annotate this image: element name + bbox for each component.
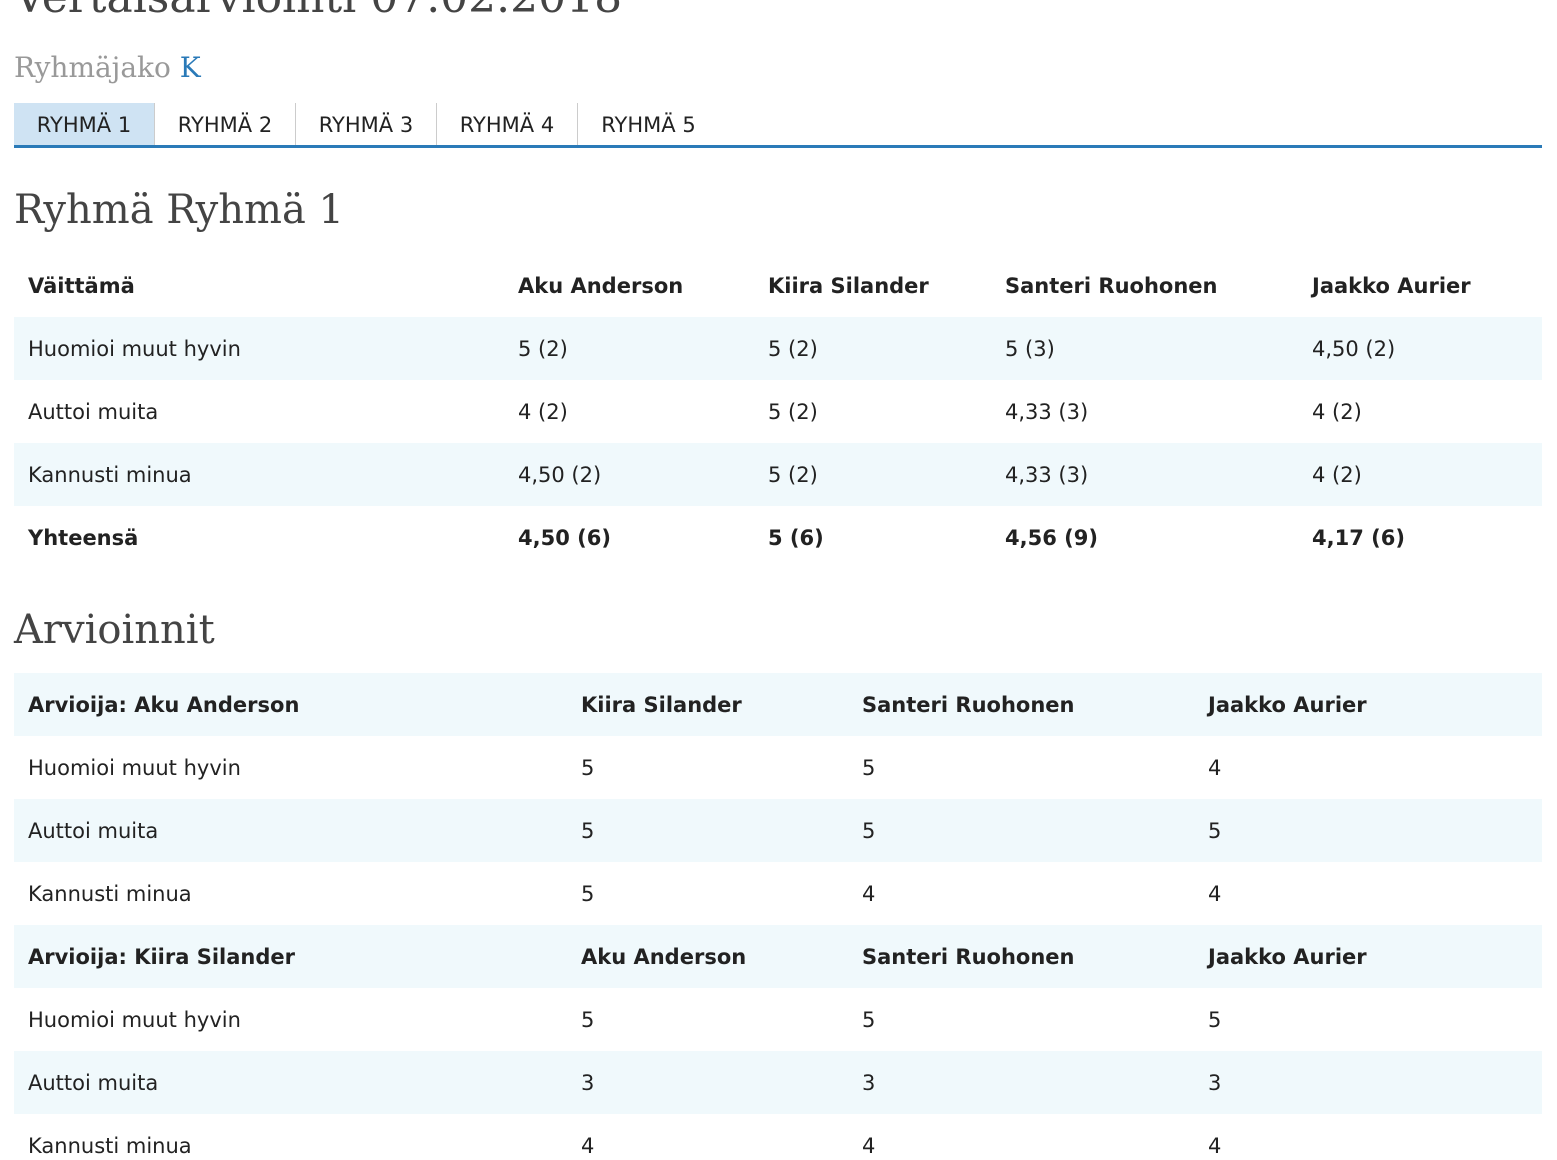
table-row: Huomioi muut hyvin 5 5 5 bbox=[14, 988, 1542, 1051]
evaluations-table: Arvioija: Aku Anderson Kiira Silander Sant… bbox=[14, 673, 1542, 1160]
table-cell: 4 bbox=[862, 1133, 876, 1158]
tab[interactable]: RYHMÄ 3 bbox=[296, 103, 437, 145]
table-row: Arvioija: Aku Anderson Kiira Silander Sant… bbox=[14, 673, 1542, 736]
table-row: Arvioija: Kiira Silander Aku Anderson Sant… bbox=[14, 925, 1542, 988]
table-row: Kannusti minua 5 4 4 bbox=[14, 862, 1542, 925]
table-cell: 5 bbox=[581, 1007, 595, 1032]
header-cell: Aku Anderson bbox=[581, 944, 747, 969]
header-cell: Santeri Ruohonen bbox=[1005, 273, 1218, 298]
table-cell: Huomioi muut hyvin bbox=[28, 755, 241, 780]
header-cell: Jaakko Aurier bbox=[1208, 944, 1367, 969]
header-cell: Kiira Silander bbox=[768, 273, 929, 298]
table-cell: Auttoi muita bbox=[28, 818, 159, 843]
summary-table: Väittämä Aku Anderson Kiira Silander Santer… bbox=[14, 254, 1542, 569]
header-cell: Jaakko Aurier bbox=[1312, 273, 1471, 298]
table-cell: Kannusti minua bbox=[28, 462, 192, 487]
table-cell: 4 bbox=[862, 881, 876, 906]
table-cell: 4,33 (3) bbox=[1005, 462, 1089, 487]
table-cell: 3 bbox=[581, 1070, 595, 1095]
table-cell: 3 bbox=[862, 1070, 876, 1095]
table-cell: 4,50 (2) bbox=[518, 462, 602, 487]
table-cell: Auttoi muita bbox=[28, 399, 159, 424]
table-cell: Huomioi muut hyvin bbox=[28, 336, 241, 361]
table-cell: Huomioi muut hyvin bbox=[28, 1007, 241, 1032]
header-cell: Santeri Ruohonen bbox=[862, 944, 1075, 969]
tab[interactable]: RYHMÄ 4 bbox=[437, 103, 578, 145]
table-cell: 5 bbox=[862, 755, 876, 780]
tab[interactable]: RYHMÄ 5 bbox=[601, 113, 696, 137]
header-cell: Arvioija: Aku Anderson bbox=[28, 692, 300, 717]
tab-bar: RYHMÄ 1 RYHMÄ 2 RYHMÄ 3 RYHMÄ 4 RYHMÄ 5 bbox=[14, 103, 1542, 148]
tab[interactable]: RYHMÄ 2 bbox=[155, 103, 296, 145]
table-cell: 5 bbox=[581, 818, 595, 843]
page-title: Vertaisarviointi 07.02.2018 bbox=[14, 0, 622, 26]
table-cell: 5 bbox=[1208, 1007, 1222, 1032]
table-cell: Kannusti minua bbox=[28, 1133, 192, 1158]
table-cell: 4,56 (9) bbox=[1005, 525, 1098, 550]
table-row: Huomioi muut hyvin 5 5 4 bbox=[14, 736, 1542, 799]
table-cell: 4 bbox=[1208, 881, 1222, 906]
table-cell: 5 (2) bbox=[768, 399, 818, 424]
table-cell: 4 (2) bbox=[1312, 399, 1362, 424]
table-row: Huomioi muut hyvin 5 (2) 5 (2) 5 (3) 4,50 (2… bbox=[14, 317, 1542, 380]
header-cell: Arvioija: Kiira Silander bbox=[28, 944, 295, 969]
table-cell: 4,50 (2) bbox=[1312, 336, 1396, 361]
group-link[interactable]: K bbox=[179, 51, 201, 84]
table-cell: 5 bbox=[862, 1007, 876, 1032]
table-cell: 4,33 (3) bbox=[1005, 399, 1089, 424]
subtitle-text: Ryhmäjako bbox=[14, 51, 171, 84]
table-cell: 5 bbox=[1208, 818, 1222, 843]
table-cell: 5 (3) bbox=[1005, 336, 1055, 361]
table-cell: 4 (2) bbox=[518, 399, 568, 424]
table-cell: 4,17 (6) bbox=[1312, 525, 1405, 550]
table-cell: 4 (2) bbox=[1312, 462, 1362, 487]
tab[interactable]: RYHMÄ 1 bbox=[14, 103, 155, 145]
header-cell: Väittämä bbox=[28, 273, 135, 298]
table-cell: 5 bbox=[581, 755, 595, 780]
table-cell: 4 bbox=[1208, 1133, 1222, 1158]
table-row: Väittämä Aku Anderson Kiira Silander Santer… bbox=[14, 254, 1542, 317]
subtitle: Ryhmäjako K bbox=[14, 50, 201, 86]
header-cell: Kiira Silander bbox=[581, 692, 742, 717]
table-row: Yhteensä 4,50 (6) 5 (6) 4,56 (9) 4,17 (6) bbox=[14, 506, 1542, 569]
table-row: Auttoi muita 4 (2) 5 (2) 4,33 (3) 4 (2) bbox=[14, 380, 1542, 443]
table-cell: Kannusti minua bbox=[28, 881, 192, 906]
table-cell: 5 (2) bbox=[518, 336, 568, 361]
table-row: Kannusti minua 4 4 4 bbox=[14, 1114, 1542, 1160]
table-row: Auttoi muita 5 5 5 bbox=[14, 799, 1542, 862]
table-cell: 5 (2) bbox=[768, 336, 818, 361]
header-cell: Jaakko Aurier bbox=[1208, 692, 1367, 717]
table-cell: Auttoi muita bbox=[28, 1070, 159, 1095]
table-cell: 4 bbox=[581, 1133, 595, 1158]
table-cell: 5 bbox=[862, 818, 876, 843]
table-cell: 4,50 (6) bbox=[518, 525, 611, 550]
section-heading: Ryhmä Ryhmä 1 bbox=[14, 187, 344, 233]
table-cell: 5 (2) bbox=[768, 462, 818, 487]
table-cell: Yhteensä bbox=[28, 525, 139, 550]
header-cell: Santeri Ruohonen bbox=[862, 692, 1075, 717]
table-row: Auttoi muita 3 3 3 bbox=[14, 1051, 1542, 1114]
table-cell: 4 bbox=[1208, 755, 1222, 780]
section-heading: Arvioinnit bbox=[14, 607, 215, 653]
table-cell: 5 (6) bbox=[768, 525, 824, 550]
table-row: Kannusti minua 4,50 (2) 5 (2) 4,33 (3) 4 (2) bbox=[14, 443, 1542, 506]
header-cell: Aku Anderson bbox=[518, 273, 684, 298]
table-cell: 3 bbox=[1208, 1070, 1222, 1095]
table-cell: 5 bbox=[581, 881, 595, 906]
